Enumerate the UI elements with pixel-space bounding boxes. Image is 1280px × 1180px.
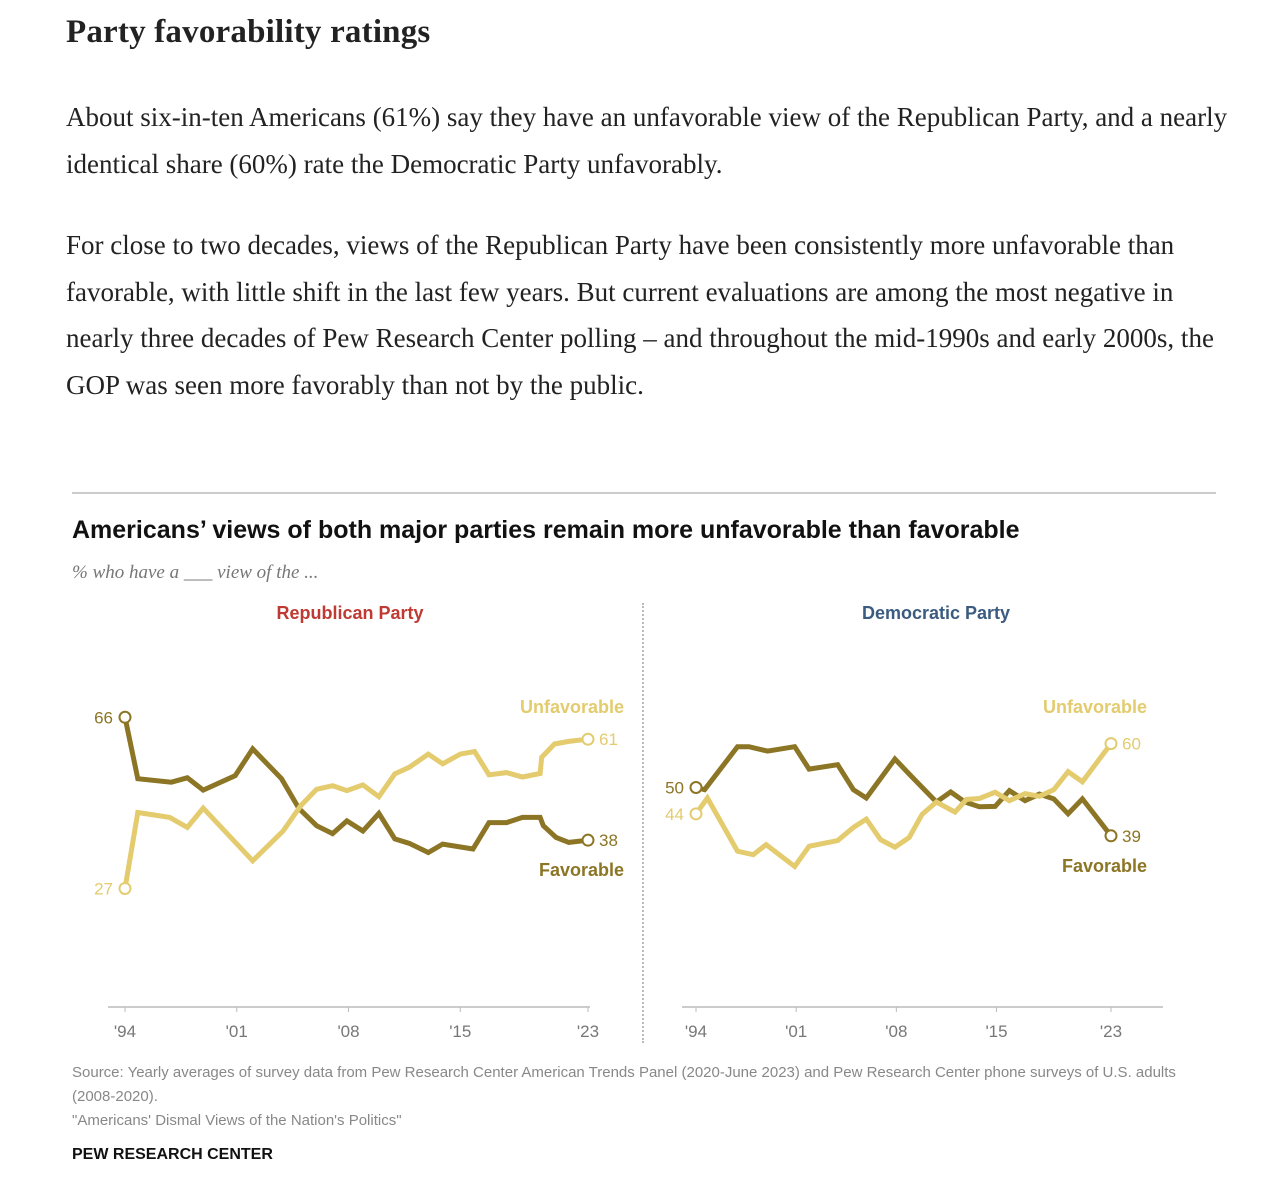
report-title-note: "Americans' Dismal Views of the Nation's… — [72, 1112, 402, 1129]
article-paragraph: About six-in-ten Americans (61%) say the… — [66, 102, 1228, 179]
divider — [72, 492, 1216, 494]
series-line-unfavorable — [122, 736, 589, 889]
start-marker — [689, 807, 703, 821]
republican-panel-title: Republican Party — [276, 603, 424, 623]
end-value-label: 38 — [599, 831, 618, 850]
start-value-label: 66 — [94, 708, 113, 727]
x-tick-label: '23 — [1100, 1022, 1122, 1041]
chart-canvas: '94 '01 '08 '15 '23 66 38 Favorable 27 61 Unfavora… — [94, 697, 1163, 1041]
start-value-label: 50 — [665, 779, 684, 798]
x-tick-label: '94 — [685, 1022, 707, 1041]
source-note: Source: Yearly averages of survey data f… — [72, 1064, 1176, 1105]
chart-title: Americans’ views of both major parties r… — [72, 516, 1020, 544]
end-marker — [1104, 829, 1118, 843]
x-tick-label: '94 — [114, 1022, 136, 1041]
start-value-label: 27 — [94, 879, 113, 898]
series-line-unfavorable — [693, 742, 1114, 871]
series-line-favorable — [122, 716, 589, 856]
x-tick-label: '01 — [785, 1022, 807, 1041]
brand-logo-text: PEW RESEARCH CENTER — [72, 1146, 273, 1163]
start-marker — [118, 881, 132, 895]
end-marker — [581, 732, 595, 746]
end-marker — [1104, 737, 1118, 751]
chart-subtitle: % who have a ___ view of the ... — [72, 562, 319, 583]
x-tick-label: '08 — [885, 1022, 907, 1041]
republican-panel: '94 '01 '08 '15 '23 66 38 Favorable 27 61 Unfavora… — [94, 697, 624, 1041]
panel-separator — [642, 603, 644, 1043]
x-tick-label: '01 — [226, 1022, 248, 1041]
democratic-panel-title: Democratic Party — [861, 603, 1011, 623]
start-marker — [118, 710, 132, 724]
article-title: Party favorability ratings — [66, 14, 431, 50]
series-label-unfavorable: Unfavorable — [520, 697, 624, 717]
x-tick-label: '15 — [985, 1022, 1007, 1041]
democratic-panel: '94 '01 '08 '15 '23 50 39 Favorable 44 60 Unfavora… — [665, 697, 1163, 1041]
end-marker — [581, 833, 595, 847]
x-tick-label: '23 — [577, 1022, 599, 1041]
series-label-favorable: Favorable — [539, 860, 624, 880]
end-value-label: 61 — [599, 730, 618, 749]
article-paragraph: For close to two decades, views of the R… — [66, 230, 1214, 400]
end-value-label: 60 — [1122, 735, 1141, 754]
series-label-unfavorable: Unfavorable — [1043, 697, 1147, 717]
x-tick-label: '08 — [337, 1022, 359, 1041]
x-tick-label: '15 — [449, 1022, 471, 1041]
start-value-label: 44 — [665, 805, 684, 824]
series-label-favorable: Favorable — [1062, 856, 1147, 876]
start-marker — [689, 781, 703, 794]
end-value-label: 39 — [1122, 827, 1141, 846]
